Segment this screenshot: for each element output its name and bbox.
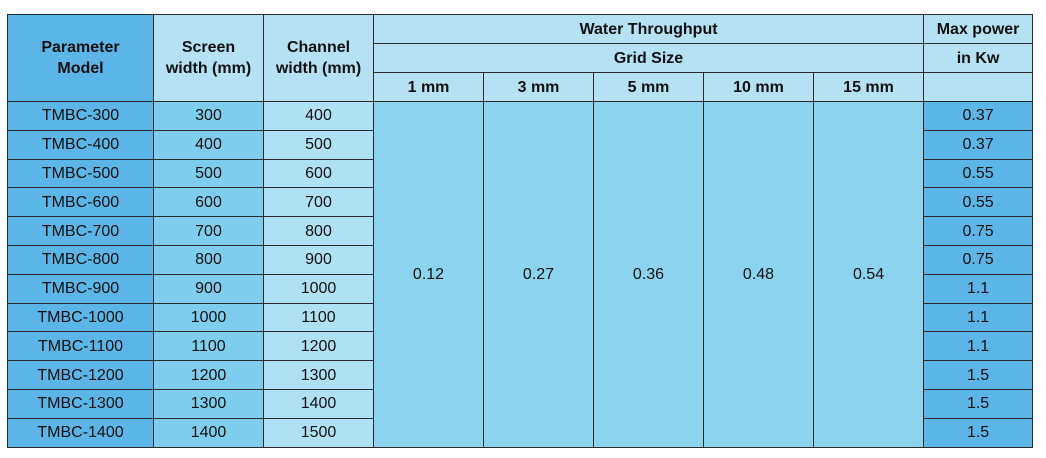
channel-cell: 1500: [263, 417, 374, 448]
data-row: TMBC-1000 1000 1100 1.1: [7, 302, 1034, 333]
power-cell: 1.5: [923, 360, 1034, 390]
header-cell: Parameter Model: [7, 14, 154, 102]
power-cell: 0.75: [923, 216, 1034, 246]
data-row: TMBC-1300 1300 1400 1.5: [7, 388, 1034, 419]
screen-cell: 900: [153, 273, 264, 304]
model-cell: TMBC-500: [7, 158, 154, 189]
header-cell: Screen width (mm): [153, 14, 264, 102]
header-row: Parameter Model Screen width (mm) Channe…: [7, 14, 1034, 102]
screen-cell: 1200: [153, 360, 264, 390]
screen-cell: 1000: [153, 302, 264, 333]
screen-cell: 700: [153, 216, 264, 246]
channel-cell: 1100: [263, 302, 374, 333]
power-cell: 1.5: [923, 417, 1034, 448]
model-cell: TMBC-600: [7, 187, 154, 218]
model-cell: TMBC-800: [7, 244, 154, 275]
throughput-cell: 0.36: [593, 101, 704, 448]
channel-cell: 600: [263, 158, 374, 189]
channel-cell: 800: [263, 216, 374, 246]
channel-cell: 700: [263, 187, 374, 218]
screen-cell: 600: [153, 187, 264, 218]
power-cell: 1.5: [923, 388, 1034, 419]
power-cell: 0.55: [923, 158, 1034, 189]
header-cell: 5 mm: [593, 72, 704, 102]
data-row: TMBC-1100 1100 1200 1.1: [7, 331, 1034, 362]
channel-cell: 1200: [263, 331, 374, 362]
model-cell: TMBC-400: [7, 129, 154, 160]
screen-cell: 800: [153, 244, 264, 275]
table-header: Parameter Model Screen width (mm) Channe…: [7, 14, 1034, 102]
model-cell: TMBC-900: [7, 273, 154, 304]
model-cell: TMBC-300: [7, 101, 154, 131]
header-cell: Grid Size: [372, 43, 925, 73]
screen-cell: 500: [153, 158, 264, 189]
power-cell: 0.37: [923, 129, 1034, 160]
model-cell: TMBC-1100: [7, 331, 154, 362]
screen-cell: 300: [153, 101, 264, 131]
channel-cell: 400: [263, 101, 374, 131]
power-cell: 1.1: [923, 302, 1034, 333]
header-cell: 1 mm: [373, 72, 484, 102]
throughput-cell: 0.54: [812, 101, 925, 448]
model-cell: TMBC-1400: [7, 417, 154, 448]
power-cell: 0.37: [923, 101, 1034, 131]
screen-cell: 1100: [153, 331, 264, 362]
data-row: TMBC-300 300 400 0.12 0.27 0.36 0.48 0.54 0.37: [7, 101, 1034, 448]
data-row: TMBC-600 600 700 0.55: [7, 187, 1034, 218]
header-cell: 10 mm: [703, 72, 814, 102]
data-row: TMBC-800 800 900 0.75: [7, 244, 1034, 275]
header-cell: 15 mm: [812, 72, 925, 102]
table-body: TMBC-300 300 400 0.12 0.27 0.36 0.48 0.54 0.37 TM…: [7, 101, 1034, 448]
power-cell: 0.55: [923, 187, 1034, 218]
header-cell: Max power: [923, 14, 1034, 44]
throughput-cell: 0.48: [703, 101, 814, 448]
channel-cell: 1400: [263, 388, 374, 419]
model-cell: TMBC-1000: [7, 302, 154, 333]
header-row: Grid Size in Kw: [8, 43, 1034, 73]
model-cell: TMBC-1200: [7, 360, 154, 390]
data-row: TMBC-700 700 800 0.75: [7, 216, 1034, 246]
channel-cell: 1300: [263, 360, 374, 390]
channel-cell: 900: [263, 244, 374, 275]
throughput-cell: 0.27: [483, 101, 594, 448]
table-wrap: Parameter Model Screen width (mm) Channe…: [7, 14, 1034, 448]
header-cell: Channel width (mm): [263, 14, 374, 102]
power-cell: 1.1: [923, 331, 1034, 362]
header-cell: 3 mm: [483, 72, 594, 102]
channel-cell: 1000: [263, 273, 374, 304]
header-row: 1 mm 3 mm 5 mm 10 mm 15 mm: [8, 72, 1034, 102]
screen-cell: 400: [153, 129, 264, 160]
data-row: TMBC-1200 1200 1300 1.5: [7, 360, 1034, 390]
header-cell: [923, 72, 1034, 102]
spec-table: Parameter Model Screen width (mm) Channe…: [7, 14, 1034, 448]
header-cell: Water Throughput: [372, 14, 925, 44]
power-cell: 0.75: [923, 244, 1034, 275]
screen-cell: 1300: [153, 388, 264, 419]
data-row: TMBC-1400 1400 1500 1.5: [7, 417, 1034, 448]
channel-cell: 500: [263, 129, 374, 160]
data-row: TMBC-500 500 600 0.55: [7, 158, 1034, 189]
throughput-cell: 0.12: [373, 101, 484, 448]
power-cell: 1.1: [923, 273, 1034, 304]
model-cell: TMBC-700: [7, 216, 154, 246]
screen-cell: 1400: [153, 417, 264, 448]
model-cell: TMBC-1300: [7, 388, 154, 419]
header-cell: in Kw: [923, 43, 1034, 73]
data-row: TMBC-400 400 500 0.37: [7, 129, 1034, 160]
